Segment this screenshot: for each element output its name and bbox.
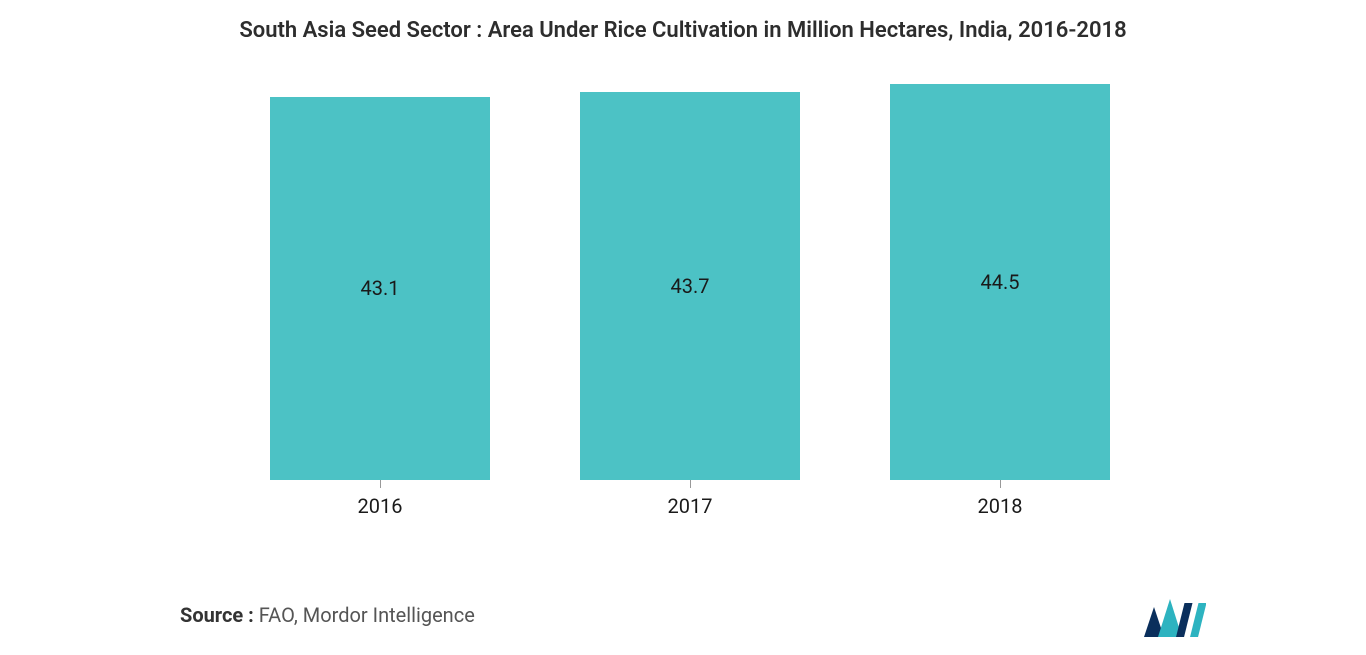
- bar-value-2017: 43.7: [671, 274, 710, 298]
- bar-group-2017: 43.7 2017: [580, 92, 800, 480]
- bar-value-2018: 44.5: [981, 270, 1020, 294]
- x-label-2016: 2016: [358, 494, 403, 518]
- x-label-2018: 2018: [978, 494, 1023, 518]
- source-text: FAO, Mordor Intelligence: [259, 603, 475, 627]
- chart-title: South Asia Seed Sector : Area Under Rice…: [0, 18, 1366, 43]
- x-label-2017: 2017: [668, 494, 713, 518]
- mordor-logo-icon: [1144, 597, 1206, 637]
- source-label: Source :: [180, 603, 254, 627]
- bar-group-2016: 43.1 2016: [270, 97, 490, 480]
- bar-group-2018: 44.5 2018: [890, 84, 1110, 480]
- bar-chart: 43.1 2016 43.7 2017 44.5 2018: [270, 80, 1110, 480]
- x-tick: [690, 480, 691, 488]
- bar-value-2016: 43.1: [361, 276, 400, 300]
- bar-2017: 43.7: [580, 92, 800, 480]
- bar-2016: 43.1: [270, 97, 490, 480]
- x-tick: [1000, 480, 1001, 488]
- source-attribution: Source : FAO, Mordor Intelligence: [180, 603, 475, 627]
- x-tick: [380, 480, 381, 488]
- bar-2018: 44.5: [890, 84, 1110, 480]
